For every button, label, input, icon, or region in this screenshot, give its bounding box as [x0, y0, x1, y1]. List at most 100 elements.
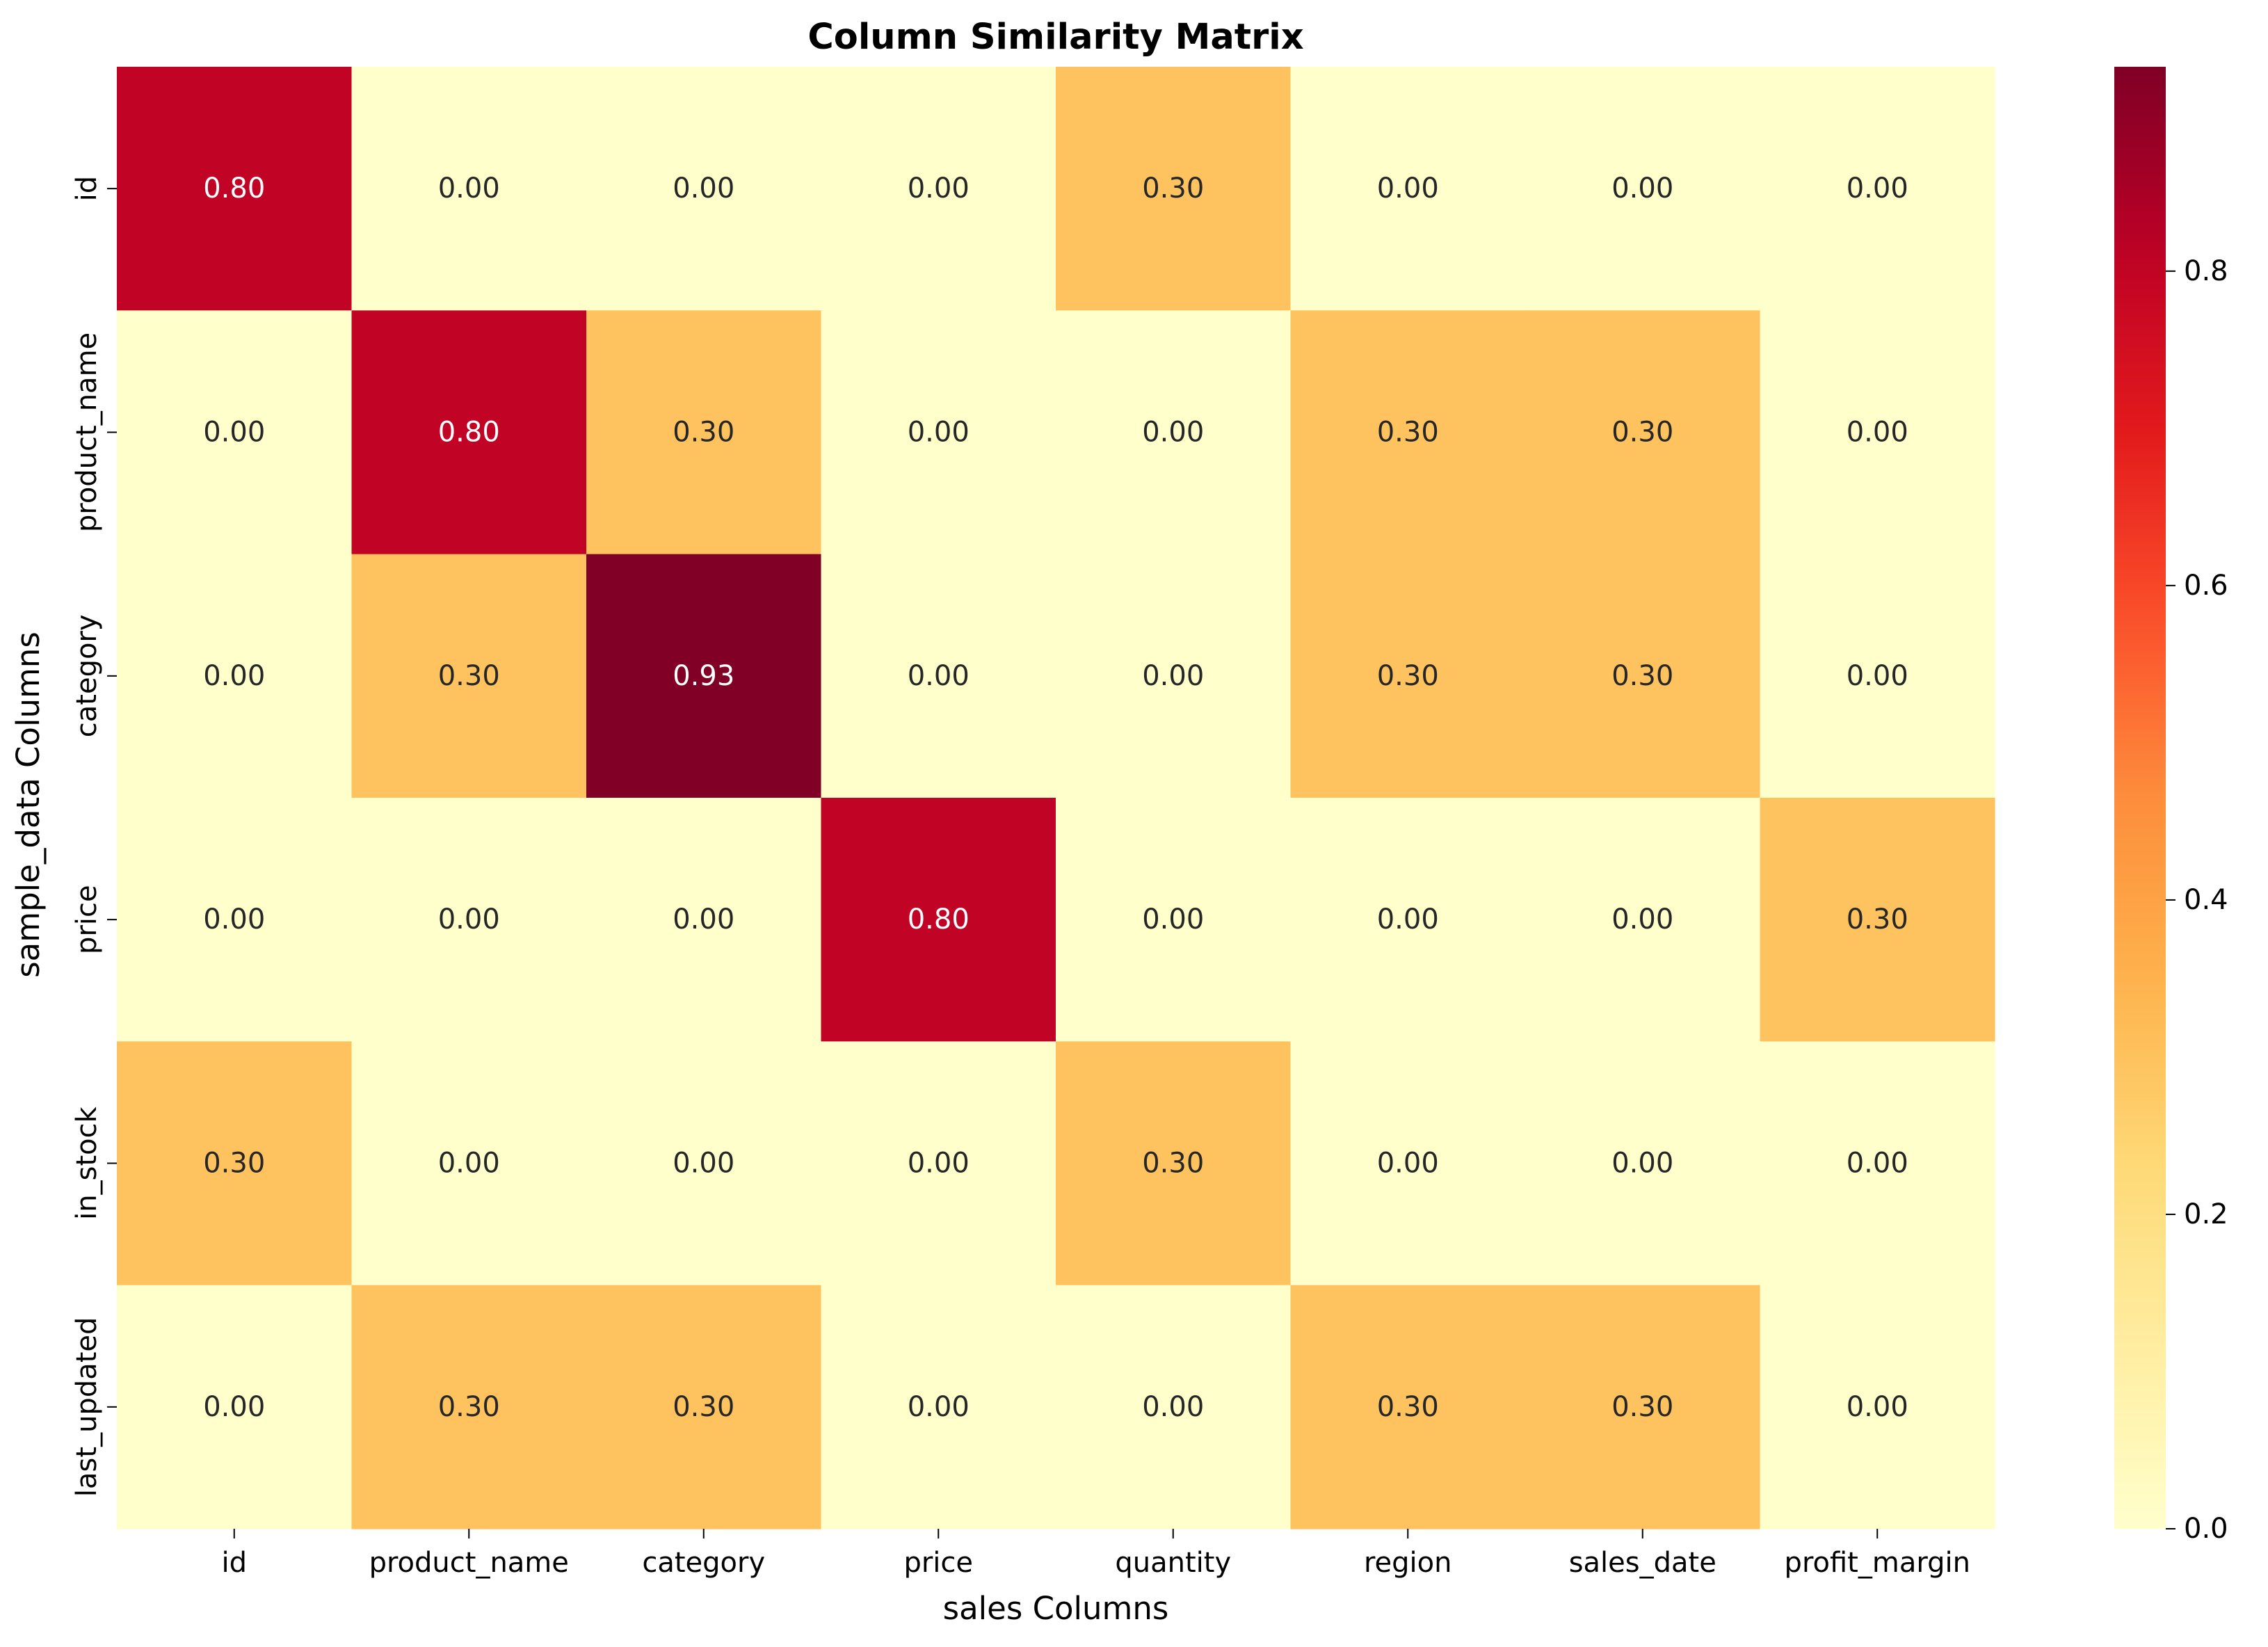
x-tick-label: price: [903, 1547, 973, 1579]
colorbar: [2114, 67, 2166, 1529]
cell-value-label: 0.00: [1142, 1391, 1204, 1423]
cell-value-label: 0.00: [1377, 1148, 1439, 1180]
cell-value-label: 0.00: [1142, 417, 1204, 449]
heatmap-cell: [821, 798, 1056, 1042]
cell-value-label: 0.00: [1847, 660, 1908, 692]
heatmap-cell: [586, 798, 822, 1042]
y-tick-label: in_stock: [71, 1106, 103, 1219]
cell-value-label: 0.00: [673, 172, 734, 204]
heatmap-cell: [586, 1285, 822, 1529]
x-tick-label: sales_date: [1569, 1547, 1716, 1579]
cell-value-labels: 0.80 0.00 0.00 0.00 0.30 0.00 0.00 0.00 0.00 0.80…: [203, 172, 1908, 1423]
heatmap-cell: [351, 67, 587, 311]
colorbar-tick-label: 0.0: [2184, 1513, 2228, 1545]
cell-value-label: 0.00: [1142, 903, 1204, 935]
heatmap-cell: [351, 798, 587, 1042]
cell-value-label: 0.30: [438, 1391, 500, 1423]
heatmap-cell: [1525, 310, 1761, 555]
cell-value-label: 0.30: [1377, 1391, 1439, 1423]
heatmap-cell: [351, 1285, 587, 1529]
heatmap-cell: [1056, 798, 1292, 1042]
y-axis: id product_name category price in_stock last_…: [71, 176, 117, 1497]
cell-value-label: 0.00: [1377, 903, 1439, 935]
heatmap-cell: [1760, 798, 1995, 1042]
x-axis-label: sales Columns: [943, 1590, 1169, 1627]
heatmap-cell: [1760, 67, 1995, 311]
cell-value-label: 0.30: [1377, 417, 1439, 449]
heatmap-cell: [1290, 310, 1526, 555]
heatmap-cell: [1760, 554, 1995, 798]
heatmap-cell: [1525, 67, 1761, 311]
heatmap-cell: [1056, 67, 1292, 311]
heatmap-cells: [117, 67, 1995, 1529]
y-tick-label: price: [71, 885, 103, 954]
cell-value-label: 0.00: [203, 660, 265, 692]
cell-value-label: 0.93: [673, 660, 734, 692]
cell-value-label: 0.00: [203, 1391, 265, 1423]
cell-value-label: 0.00: [908, 172, 970, 204]
cell-value-label: 0.00: [438, 1148, 500, 1180]
cell-value-label: 0.00: [673, 1148, 734, 1180]
heatmap-cell: [1290, 67, 1526, 311]
heatmap-cell: [117, 798, 353, 1042]
cell-value-label: 0.30: [1847, 903, 1908, 935]
cell-value-label: 0.30: [1611, 417, 1673, 449]
cell-value-label: 0.00: [1611, 903, 1673, 935]
cell-value-label: 0.00: [1847, 1391, 1908, 1423]
x-tick-label: id: [221, 1547, 247, 1579]
x-tick-label: profit_margin: [1785, 1547, 1970, 1579]
colorbar-tick-label: 0.2: [2184, 1198, 2228, 1230]
cell-value-label: 0.30: [1611, 660, 1673, 692]
x-tick-label: category: [642, 1547, 765, 1579]
heatmap-cell: [117, 1041, 353, 1286]
cell-value-label: 0.00: [908, 417, 970, 449]
cell-value-label: 0.00: [1847, 1148, 1908, 1180]
heatmap-cell: [1056, 1285, 1292, 1529]
heatmap-cell: [1525, 798, 1761, 1042]
cell-value-label: 0.30: [673, 417, 734, 449]
x-tick-label: product_name: [369, 1547, 569, 1579]
cell-value-label: 0.30: [1377, 660, 1439, 692]
cell-value-label: 0.00: [1847, 417, 1908, 449]
colorbar-tick-label: 0.4: [2184, 884, 2228, 916]
heatmap-cell: [1525, 1041, 1761, 1286]
y-axis-label: sample_data Columns: [10, 632, 47, 978]
cell-value-label: 0.80: [203, 172, 265, 204]
colorbar-tick-label: 0.6: [2184, 570, 2228, 602]
heatmap-cell: [586, 310, 822, 555]
heatmap-cell: [1290, 1285, 1526, 1529]
heatmap-cell: [1290, 554, 1526, 798]
heatmap-cell: [1760, 1041, 1995, 1286]
heatmap-cell: [821, 1041, 1056, 1286]
heatmap-cell: [821, 1285, 1056, 1529]
heatmap-cell: [117, 67, 353, 311]
cell-value-label: 0.00: [908, 660, 970, 692]
heatmap-cell: [1525, 1285, 1761, 1529]
y-tick-label: last_updated: [71, 1317, 103, 1497]
x-axis: id product_name category price quantity regio…: [221, 1529, 1970, 1579]
heatmap-cell: [351, 1041, 587, 1286]
heatmap-cell: [1760, 310, 1995, 555]
cell-value-label: 0.30: [1142, 1148, 1204, 1180]
y-tick-label: category: [71, 614, 103, 737]
cell-value-label: 0.00: [1611, 172, 1673, 204]
heatmap-cell: [1290, 1041, 1526, 1286]
heatmap-cell: [117, 554, 353, 798]
cell-value-label: 0.00: [438, 172, 500, 204]
x-tick-label: quantity: [1115, 1547, 1231, 1579]
heatmap-cell: [586, 67, 822, 311]
colorbar-ticks: 0.0 0.2 0.4 0.6 0.8: [2166, 255, 2228, 1545]
cell-value-label: 0.30: [203, 1148, 265, 1180]
cell-value-label: 0.00: [1142, 660, 1204, 692]
heatmap-cell: [117, 1285, 353, 1529]
cell-value-label: 0.30: [1611, 1391, 1673, 1423]
heatmap-cell: [351, 310, 587, 555]
cell-value-label: 0.00: [438, 903, 500, 935]
cell-value-label: 0.80: [438, 417, 500, 449]
cell-value-label: 0.00: [1377, 172, 1439, 204]
cell-value-label: 0.00: [908, 1148, 970, 1180]
heatmap-cell: [1525, 554, 1761, 798]
heatmap-cell: [586, 1041, 822, 1286]
